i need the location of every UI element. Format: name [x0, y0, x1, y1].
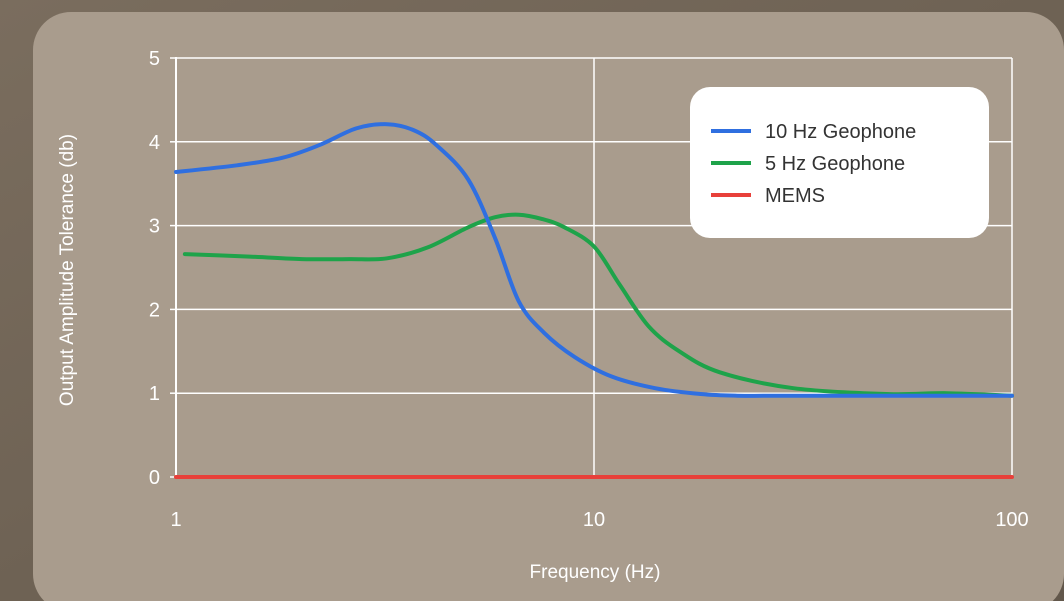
legend-box: [690, 87, 989, 238]
legend-label-5-hz-geophone: 5 Hz Geophone: [765, 153, 905, 175]
y-tick-label-0: 0: [149, 467, 160, 489]
series-group: [174, 122, 1014, 479]
legend-label-10-hz-geophone: 10 Hz Geophone: [765, 121, 916, 143]
y-tick-label-2: 2: [149, 299, 160, 321]
series-line-10-hz-geophone: [174, 122, 1014, 398]
y-tick-label-1: 1: [149, 383, 160, 405]
legend-label-mems: MEMS: [765, 185, 825, 207]
y-tick-label-5: 5: [149, 48, 160, 70]
x-tick-label-1: 1: [170, 509, 181, 531]
x-tick-label-100: 100: [995, 509, 1028, 531]
x-tick-label-10: 10: [583, 509, 605, 531]
legend: 10 Hz Geophone 5 Hz Geophone MEMS: [690, 87, 989, 238]
series-line-5-hz-geophone: [182, 212, 1014, 398]
y-tick-label-4: 4: [149, 132, 160, 154]
y-axis-label: Output Amplitude Tolerance (db): [57, 134, 78, 406]
x-axis-label: Frequency (Hz): [530, 562, 661, 583]
y-tick-label-3: 3: [149, 216, 160, 238]
